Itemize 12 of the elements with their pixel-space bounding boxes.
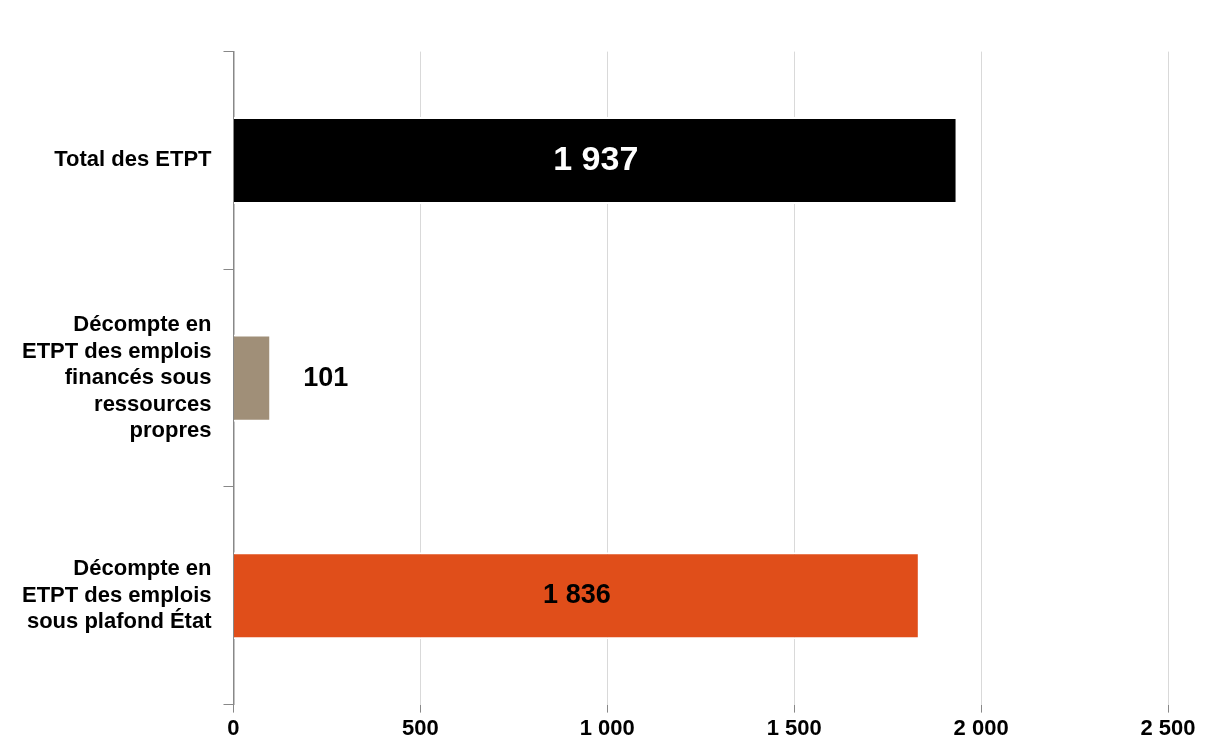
y-tick-label: Décompte en ETPT des emplois sous plafond État bbox=[21, 555, 213, 634]
data-label: 1 937 bbox=[553, 138, 639, 177]
x-tick-label: 0 bbox=[227, 714, 240, 740]
data-label: 1 836 bbox=[543, 579, 611, 610]
y-tick-label: Total des ETPT bbox=[54, 146, 213, 172]
y-tick-label: Décompte en ETPT des emplois financés sous ressources propres bbox=[21, 311, 212, 442]
x-tick-label: 500 bbox=[402, 714, 439, 740]
x-tick-label: 2 500 bbox=[1140, 714, 1196, 740]
x-tick-label: 2 000 bbox=[953, 714, 1009, 740]
x-tick-label: 1 000 bbox=[579, 714, 635, 740]
x-tick-label: 1 500 bbox=[766, 714, 822, 740]
data-label: 101 bbox=[303, 361, 349, 392]
